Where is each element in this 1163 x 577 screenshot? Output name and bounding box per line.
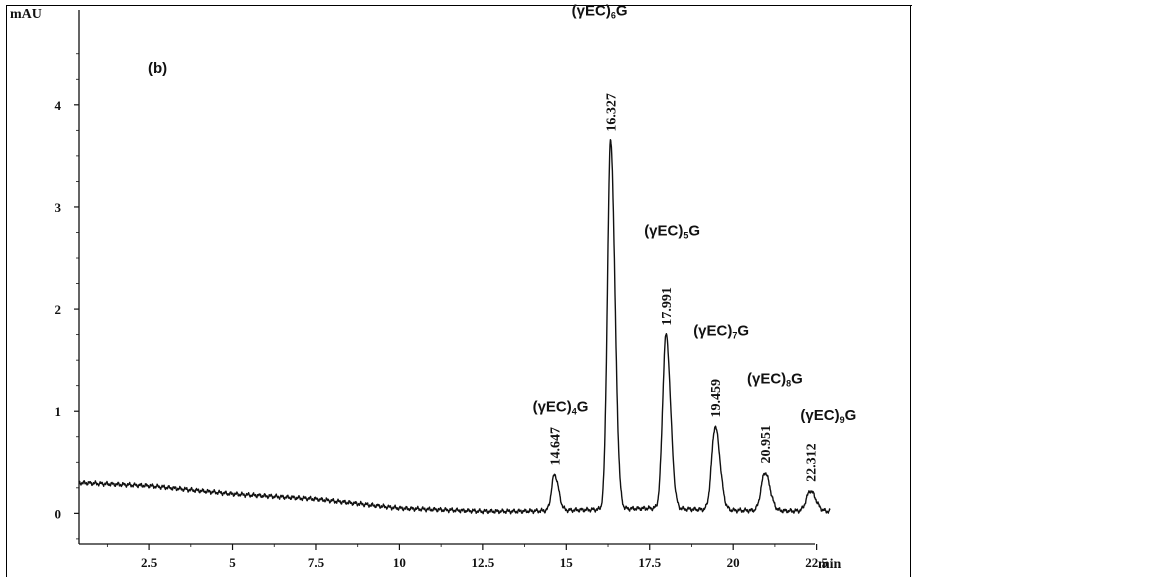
peak-retention-time-label: 20.951 — [759, 425, 774, 464]
panel-border-top — [6, 5, 912, 6]
y-ticks-group: 0 1 2 3 4 — [55, 53, 79, 540]
x-tick-label: 20 — [727, 555, 740, 570]
x-ticks-group: 2.5 5 7.5 10 12.5 15 17.5 20 22.5 — [106, 544, 828, 570]
peak-compound-subscript: 7 — [732, 331, 737, 341]
peak-compound-label: (γEC)7G — [693, 323, 749, 341]
peak-compound-subscript: 4 — [572, 407, 577, 417]
peak-compound-tail: G — [688, 223, 700, 240]
peak-compound-main: (γEC) — [693, 323, 732, 340]
peak-compound-tail: G — [737, 323, 749, 340]
x-tick-label: 22.5 — [805, 555, 828, 570]
panel-border-left — [6, 5, 7, 577]
x-tick-label: 2.5 — [141, 555, 158, 570]
peak-retention-time-label: 22.312 — [804, 443, 819, 482]
panel-label: (b) — [148, 60, 167, 77]
y-axis-label: mAU — [10, 7, 42, 22]
peak-compound-main: (γEC) — [747, 371, 786, 388]
chromatogram-trace — [78, 139, 831, 515]
y-tick-label: 1 — [55, 404, 62, 419]
peak-retention-time-label: 14.647 — [549, 427, 564, 466]
peak-compound-main: (γEC) — [572, 3, 611, 20]
panel-border-divider — [910, 5, 911, 577]
peak-compound-subscript: 9 — [840, 415, 845, 425]
x-tick-label: 17.5 — [638, 555, 661, 570]
peak-compound-label: (γEC)9G — [800, 407, 856, 425]
peak-annotations-group: 14.647(γEC)4G16.327(γEC)6G17.991(γEC)5G1… — [533, 3, 857, 482]
peak-compound-label: (γEC)4G — [533, 399, 589, 417]
x-tick-label: 7.5 — [308, 555, 325, 570]
y-tick-label: 3 — [55, 200, 62, 215]
y-tick-label: 0 — [55, 506, 62, 521]
peak-retention-time-label: 19.459 — [709, 379, 724, 418]
y-tick-label: 4 — [55, 98, 62, 113]
y-tick-label: 2 — [55, 302, 62, 317]
x-tick-label: 15 — [560, 555, 574, 570]
peak-compound-label: (γEC)6G — [572, 3, 628, 21]
peak-retention-time-label: 16.327 — [605, 93, 620, 132]
peak-compound-main: (γEC) — [800, 407, 839, 424]
peak-compound-tail: G — [845, 407, 857, 424]
peak-retention-time-label: 17.991 — [660, 287, 675, 326]
x-tick-label: 5 — [229, 555, 236, 570]
axes-group — [78, 10, 815, 545]
peak-compound-tail: G — [577, 399, 589, 416]
peak-compound-main: (γEC) — [533, 399, 572, 416]
x-axis-label: min — [818, 557, 842, 572]
peak-compound-tail: G — [791, 371, 803, 388]
peak-compound-subscript: 8 — [786, 379, 791, 389]
peak-compound-main: (γEC) — [644, 223, 683, 240]
peak-compound-label: (γEC)5G — [644, 223, 700, 241]
x-tick-label: 12.5 — [471, 555, 494, 570]
peak-compound-tail: G — [616, 3, 628, 20]
peak-compound-label: (γEC)8G — [747, 371, 803, 389]
peak-compound-subscript: 5 — [683, 231, 688, 241]
peak-compound-subscript: 6 — [611, 11, 616, 21]
x-tick-label: 10 — [393, 555, 406, 570]
